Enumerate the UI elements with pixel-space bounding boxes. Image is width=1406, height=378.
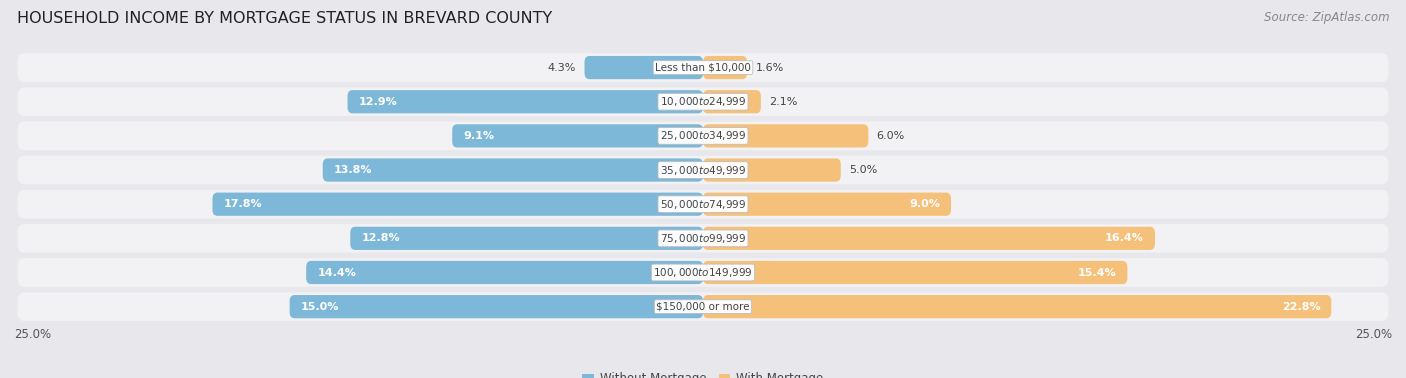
FancyBboxPatch shape [17, 292, 1389, 321]
FancyBboxPatch shape [17, 87, 1389, 116]
FancyBboxPatch shape [703, 192, 950, 216]
Text: $75,000 to $99,999: $75,000 to $99,999 [659, 232, 747, 245]
Text: 12.9%: 12.9% [359, 97, 398, 107]
FancyBboxPatch shape [703, 261, 1128, 284]
FancyBboxPatch shape [703, 90, 761, 113]
Text: 22.8%: 22.8% [1282, 302, 1320, 311]
Text: $25,000 to $34,999: $25,000 to $34,999 [659, 129, 747, 143]
FancyBboxPatch shape [453, 124, 703, 147]
Text: 5.0%: 5.0% [849, 165, 877, 175]
FancyBboxPatch shape [17, 156, 1389, 184]
Text: HOUSEHOLD INCOME BY MORTGAGE STATUS IN BREVARD COUNTY: HOUSEHOLD INCOME BY MORTGAGE STATUS IN B… [17, 11, 553, 26]
Text: 13.8%: 13.8% [333, 165, 373, 175]
FancyBboxPatch shape [585, 56, 703, 79]
Text: $150,000 or more: $150,000 or more [657, 302, 749, 311]
Text: 14.4%: 14.4% [318, 268, 356, 277]
Text: 12.8%: 12.8% [361, 233, 399, 243]
FancyBboxPatch shape [703, 227, 1154, 250]
Text: 15.0%: 15.0% [301, 302, 339, 311]
Text: $50,000 to $74,999: $50,000 to $74,999 [659, 198, 747, 211]
Text: 9.0%: 9.0% [910, 199, 941, 209]
Text: 25.0%: 25.0% [1355, 328, 1392, 341]
Text: Source: ZipAtlas.com: Source: ZipAtlas.com [1264, 11, 1389, 24]
FancyBboxPatch shape [703, 158, 841, 182]
Text: 6.0%: 6.0% [876, 131, 905, 141]
FancyBboxPatch shape [307, 261, 703, 284]
Text: 17.8%: 17.8% [224, 199, 262, 209]
Legend: Without Mortgage, With Mortgage: Without Mortgage, With Mortgage [582, 372, 824, 378]
FancyBboxPatch shape [350, 227, 703, 250]
FancyBboxPatch shape [212, 192, 703, 216]
Text: 16.4%: 16.4% [1105, 233, 1144, 243]
FancyBboxPatch shape [290, 295, 703, 318]
Text: 4.3%: 4.3% [548, 63, 576, 73]
Text: 15.4%: 15.4% [1078, 268, 1116, 277]
FancyBboxPatch shape [17, 122, 1389, 150]
FancyBboxPatch shape [17, 258, 1389, 287]
FancyBboxPatch shape [323, 158, 703, 182]
FancyBboxPatch shape [703, 56, 747, 79]
FancyBboxPatch shape [17, 190, 1389, 218]
FancyBboxPatch shape [347, 90, 703, 113]
Text: $10,000 to $24,999: $10,000 to $24,999 [659, 95, 747, 108]
FancyBboxPatch shape [17, 53, 1389, 82]
Text: 1.6%: 1.6% [755, 63, 783, 73]
Text: 9.1%: 9.1% [463, 131, 495, 141]
FancyBboxPatch shape [703, 295, 1331, 318]
Text: $100,000 to $149,999: $100,000 to $149,999 [654, 266, 752, 279]
FancyBboxPatch shape [703, 124, 869, 147]
Text: 2.1%: 2.1% [769, 97, 797, 107]
Text: $35,000 to $49,999: $35,000 to $49,999 [659, 164, 747, 177]
Text: 25.0%: 25.0% [14, 328, 51, 341]
Text: Less than $10,000: Less than $10,000 [655, 63, 751, 73]
FancyBboxPatch shape [17, 224, 1389, 253]
